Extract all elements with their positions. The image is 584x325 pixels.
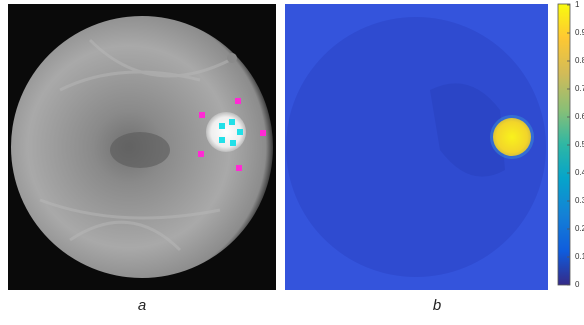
marker bbox=[219, 137, 225, 143]
colorbar-tick-label: 0.2 bbox=[575, 224, 584, 233]
colorbar-scale bbox=[558, 4, 570, 285]
panel-label: a bbox=[138, 297, 146, 314]
marker bbox=[219, 123, 225, 129]
colorbar-tick-label: 0.3 bbox=[575, 196, 584, 205]
marker bbox=[198, 151, 204, 157]
colorbar-tick-label: 0.8 bbox=[575, 56, 584, 65]
colorbar-tick-label: 0 bbox=[575, 280, 580, 289]
notch bbox=[227, 53, 237, 63]
colorbar-tick-label: 0.6 bbox=[575, 112, 584, 121]
marker bbox=[199, 112, 205, 118]
colorbar-tick-label: 0.7 bbox=[575, 84, 584, 93]
colorbar-tick-label: 0.5 bbox=[575, 140, 584, 149]
macula bbox=[110, 132, 170, 168]
panel-a: a bbox=[8, 4, 276, 314]
marker bbox=[236, 165, 242, 171]
colorbar-tick-label: 0.9 bbox=[575, 28, 584, 37]
hot-spot bbox=[493, 118, 531, 156]
colorbar-tick-label: 1 bbox=[575, 0, 580, 9]
marker bbox=[237, 129, 243, 135]
marker bbox=[230, 140, 236, 146]
figure: a b 0 0.1 0.2 0.3 0.4 0.5 0.6 0.7 0.8 0.9 1 bbox=[0, 0, 584, 320]
colorbar-tick-label: 0.1 bbox=[575, 252, 584, 261]
colorbar: 0 0.1 0.2 0.3 0.4 0.5 0.6 0.7 0.8 0.9 1 bbox=[558, 0, 584, 289]
marker bbox=[235, 98, 241, 104]
panel-b: b bbox=[285, 4, 548, 314]
marker bbox=[229, 119, 235, 125]
page: a b 00.10.20.30.40.50.60.70.80.91 (() =>… bbox=[0, 0, 584, 320]
colorbar-tick-label: 0.4 bbox=[575, 168, 584, 177]
marker bbox=[260, 130, 266, 136]
panel-label: b bbox=[433, 297, 441, 314]
